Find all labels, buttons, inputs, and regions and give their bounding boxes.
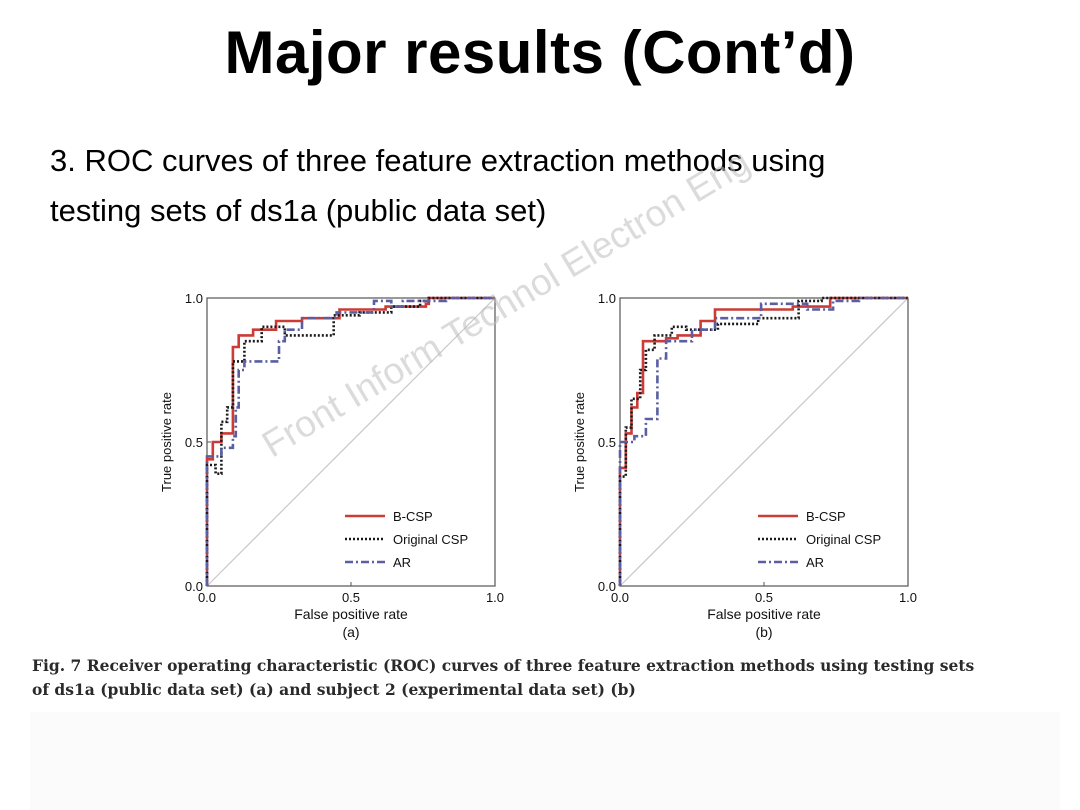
y-tick-label: 0.0 <box>185 579 203 594</box>
series-line-original-csp <box>618 296 908 586</box>
series-line-ar <box>618 296 908 586</box>
panel-label: (a) <box>342 624 359 640</box>
y-axis-label: True positive rate <box>572 392 587 492</box>
x-tick-label: 0.5 <box>755 590 773 605</box>
y-tick-label: 0.5 <box>598 435 616 450</box>
roc-chart-a: 0.00.0 0.5 0.5 1.0 1.0 B-CSP Original CSP AR Fal… <box>159 291 504 640</box>
bullet-line-1: 3. ROC curves of three feature extractio… <box>50 143 826 178</box>
panel-label: (b) <box>755 624 772 640</box>
y-tick-label: 1.0 <box>185 291 203 306</box>
caption-line-1: Fig. 7 Receiver operating characteristic… <box>32 656 975 675</box>
bullet-text: 3. ROC curves of three feature extractio… <box>50 136 1030 236</box>
chance-diagonal <box>619 297 909 587</box>
figure-caption: Fig. 7 Receiver operating characteristic… <box>32 654 1062 702</box>
legend-label: AR <box>806 555 824 570</box>
x-tick-label: 1.0 <box>899 590 917 605</box>
y-axis-label: True positive rate <box>159 392 174 492</box>
x-axis-label: False positive rate <box>707 606 821 622</box>
y-tick-label: 0.5 <box>185 435 203 450</box>
chance-diagonal <box>206 297 496 587</box>
legend-label: AR <box>393 555 411 570</box>
roc-chart-b: 0.00.0 0.5 0.5 1.0 1.0 B-CSP Original CSP AR Fal… <box>572 291 917 640</box>
series-line-ar <box>205 296 495 586</box>
series-line-b-csp <box>205 296 495 586</box>
series-line-b-csp <box>618 296 908 586</box>
caption-line-2: of ds1a (public data set) (a) and subjec… <box>32 680 636 699</box>
x-tick-label: 0.0 <box>198 590 216 605</box>
legend-label: Original CSP <box>806 532 881 547</box>
legend-label: B-CSP <box>806 509 846 524</box>
bullet-line-2: testing sets of ds1a (public data set) <box>50 193 547 228</box>
legend-label: Original CSP <box>393 532 468 547</box>
y-tick-label: 0.0 <box>598 579 616 594</box>
x-tick-label: 0.0 <box>611 590 629 605</box>
x-axis-label: False positive rate <box>294 606 408 622</box>
y-tick-label: 1.0 <box>598 291 616 306</box>
blank-area <box>30 712 1060 810</box>
legend-label: B-CSP <box>393 509 433 524</box>
slide-title: Major results (Cont’d) <box>224 19 856 86</box>
x-tick-label: 1.0 <box>486 590 504 605</box>
x-tick-label: 0.5 <box>342 590 360 605</box>
